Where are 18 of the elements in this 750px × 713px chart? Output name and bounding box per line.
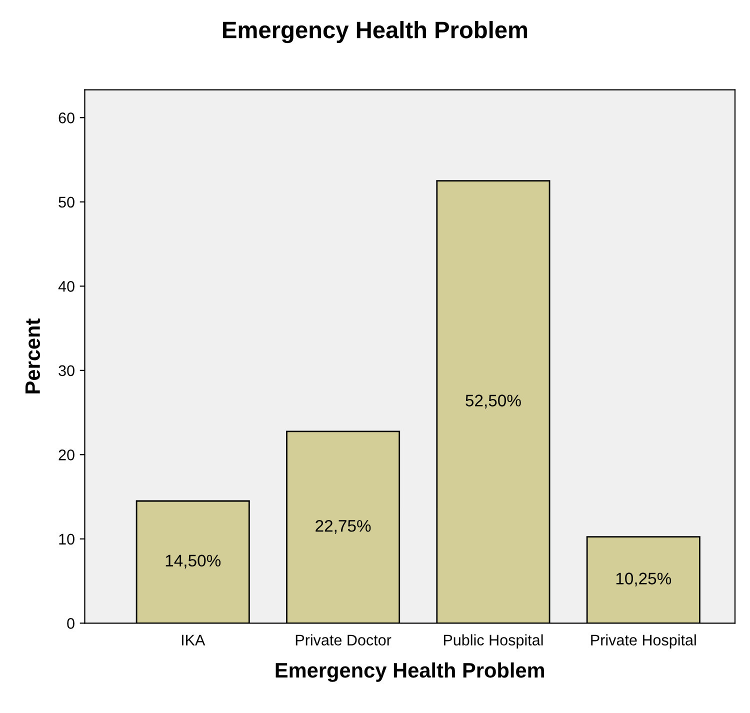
y-tick-label: 60 — [58, 112, 74, 124]
data-label: 52,50% — [466, 394, 521, 408]
y-tick-label: 0 — [67, 618, 74, 629]
y-tick-label: 10 — [59, 534, 74, 545]
chart-title: Emergency Health Problem — [223, 21, 528, 44]
y-tick-label: 50 — [58, 196, 74, 208]
data-label: 14,50% — [166, 554, 221, 569]
data-label: 10,25% — [616, 572, 672, 586]
y-tick-label: 30 — [58, 365, 74, 376]
x-tick-label: IKA — [182, 634, 206, 646]
y-axis-title: Percent — [25, 318, 40, 394]
data-label: 22,75% — [316, 520, 371, 534]
x-axis-title: Emergency Health Problem — [276, 662, 544, 682]
y-tick-label: 40 — [58, 281, 74, 292]
y-tick-label: 20 — [58, 450, 74, 460]
x-tick-label: Private Hospital — [591, 634, 696, 649]
x-tick-label: Public Hospital — [444, 634, 543, 649]
x-tick-label: Private Doctor — [296, 634, 392, 646]
